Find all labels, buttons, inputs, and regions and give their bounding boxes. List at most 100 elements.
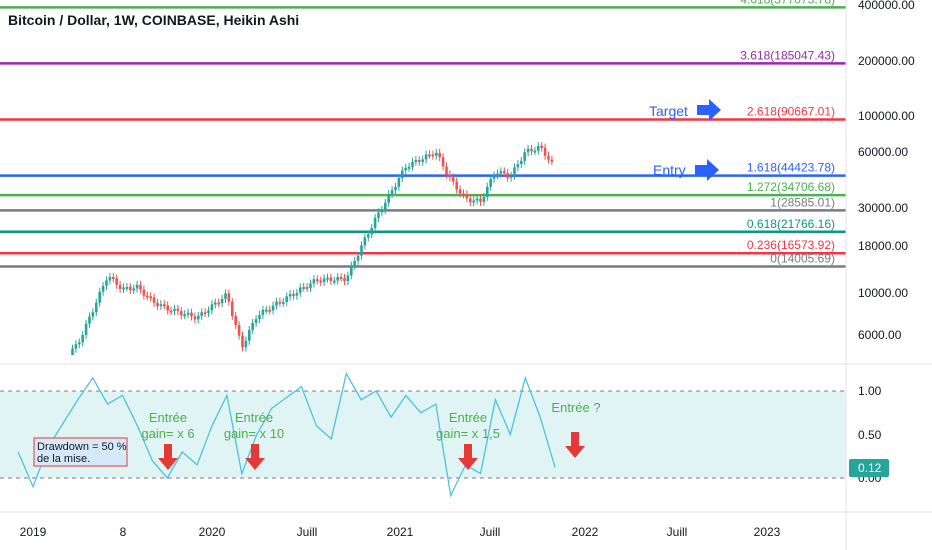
candle-body — [203, 312, 207, 315]
candle-body — [312, 279, 316, 284]
candle-body — [98, 291, 101, 303]
right-arrow-icon — [709, 99, 721, 121]
candle-body — [550, 159, 554, 162]
osc-current-badge — [849, 459, 889, 477]
fib-label-6: 0.618(21766.16) — [747, 217, 835, 231]
candle-body — [356, 255, 360, 261]
candle-body — [285, 296, 288, 302]
candle-body — [183, 314, 186, 317]
candle-body — [84, 323, 88, 335]
entry-annotation-title: Entrée — [149, 410, 187, 425]
down-arrow-icon — [158, 458, 178, 470]
candle-body — [122, 287, 125, 290]
candle-body — [298, 287, 302, 293]
candle-body — [496, 173, 499, 176]
price-tick-label: 30000.00 — [858, 201, 908, 215]
candle-body — [547, 155, 550, 160]
candle-body — [380, 210, 384, 213]
entry-annotation-gain: gain= x 1,5 — [436, 426, 500, 441]
down-arrow-icon — [164, 444, 172, 458]
candle-body — [326, 277, 329, 280]
candle-body — [383, 202, 387, 211]
candle-body — [271, 305, 275, 311]
candle-body — [475, 198, 479, 201]
candle-body — [237, 325, 241, 336]
candle-body — [227, 293, 231, 302]
candle-body — [305, 286, 309, 289]
right-arrow-icon — [695, 165, 707, 175]
target-label: Target — [649, 103, 688, 119]
time-tick-label: Juill — [667, 525, 688, 539]
candle-body — [190, 312, 193, 317]
entry-annotation-gain: gain= x 6 — [141, 426, 194, 441]
time-tick-label: 2022 — [572, 525, 599, 539]
down-arrow-icon — [571, 432, 579, 446]
candle-body — [149, 296, 152, 299]
candle-body — [196, 315, 200, 320]
price-tick-label: 10000.00 — [858, 286, 908, 300]
down-arrow-icon — [464, 444, 472, 458]
entry-annotation-title: Entrée ? — [551, 400, 600, 415]
candle-body — [94, 302, 98, 313]
candle-body — [173, 308, 176, 312]
candle-body — [343, 277, 346, 282]
candle-body — [339, 277, 343, 280]
entry-annotation-title: Entrée — [235, 410, 273, 425]
down-arrow-icon — [458, 458, 478, 470]
fib-label-7: 0.236(16573.92) — [747, 238, 835, 252]
candle-body — [533, 150, 537, 153]
candle-body — [295, 292, 299, 296]
right-arrow-icon — [707, 159, 719, 181]
time-tick-label: 2021 — [387, 525, 414, 539]
candle-body — [407, 166, 411, 169]
candle-body — [292, 294, 295, 297]
candle-body — [319, 280, 322, 283]
candle-body — [275, 301, 278, 306]
candle-body — [468, 198, 472, 203]
candle-body — [315, 279, 319, 282]
candle-body — [431, 154, 435, 157]
candle-body — [186, 312, 190, 315]
fib-label-0: 4.618(377073.78) — [740, 0, 835, 6]
candle-body — [489, 178, 492, 187]
osc-current-value: 0.12 — [858, 461, 882, 475]
fib-label-5: 1(28585.01) — [770, 195, 835, 209]
chart-title: Bitcoin / Dollar, 1W, COINBASE, Heikin A… — [8, 12, 299, 28]
candle-body — [152, 297, 156, 303]
candle-body — [438, 152, 441, 158]
candle-body — [261, 309, 265, 315]
candle-body — [397, 178, 401, 187]
candle-body — [445, 166, 448, 175]
price-tick-label: 400000.00 — [858, 0, 915, 12]
candle-body — [543, 147, 547, 156]
candle-body — [530, 148, 533, 152]
candle-body — [81, 334, 84, 343]
candle-body — [458, 189, 462, 194]
candle-body — [411, 161, 414, 167]
candle-body — [448, 174, 452, 178]
candle-body — [421, 159, 424, 162]
candle-body — [482, 196, 486, 202]
candle-body — [258, 314, 261, 320]
candle-body — [363, 237, 367, 246]
candle-body — [264, 309, 268, 312]
candle-body — [353, 260, 356, 266]
candle-body — [536, 145, 540, 151]
candle-body — [516, 164, 520, 168]
candle-body — [247, 329, 251, 341]
candle-body — [207, 310, 210, 314]
candle-body — [176, 308, 180, 312]
candle-body — [366, 234, 370, 238]
candle-body — [210, 304, 214, 311]
fib-label-4: 1.272(34706.68) — [747, 180, 835, 194]
candle-body — [241, 335, 244, 348]
time-tick-label: 8 — [120, 525, 127, 539]
candle-body — [502, 171, 506, 174]
candle-body — [115, 278, 118, 285]
time-tick-label: Juill — [297, 525, 318, 539]
candle-body — [159, 304, 163, 307]
candle-body — [451, 177, 455, 182]
fib-label-8: 0(14005.69) — [770, 251, 835, 265]
